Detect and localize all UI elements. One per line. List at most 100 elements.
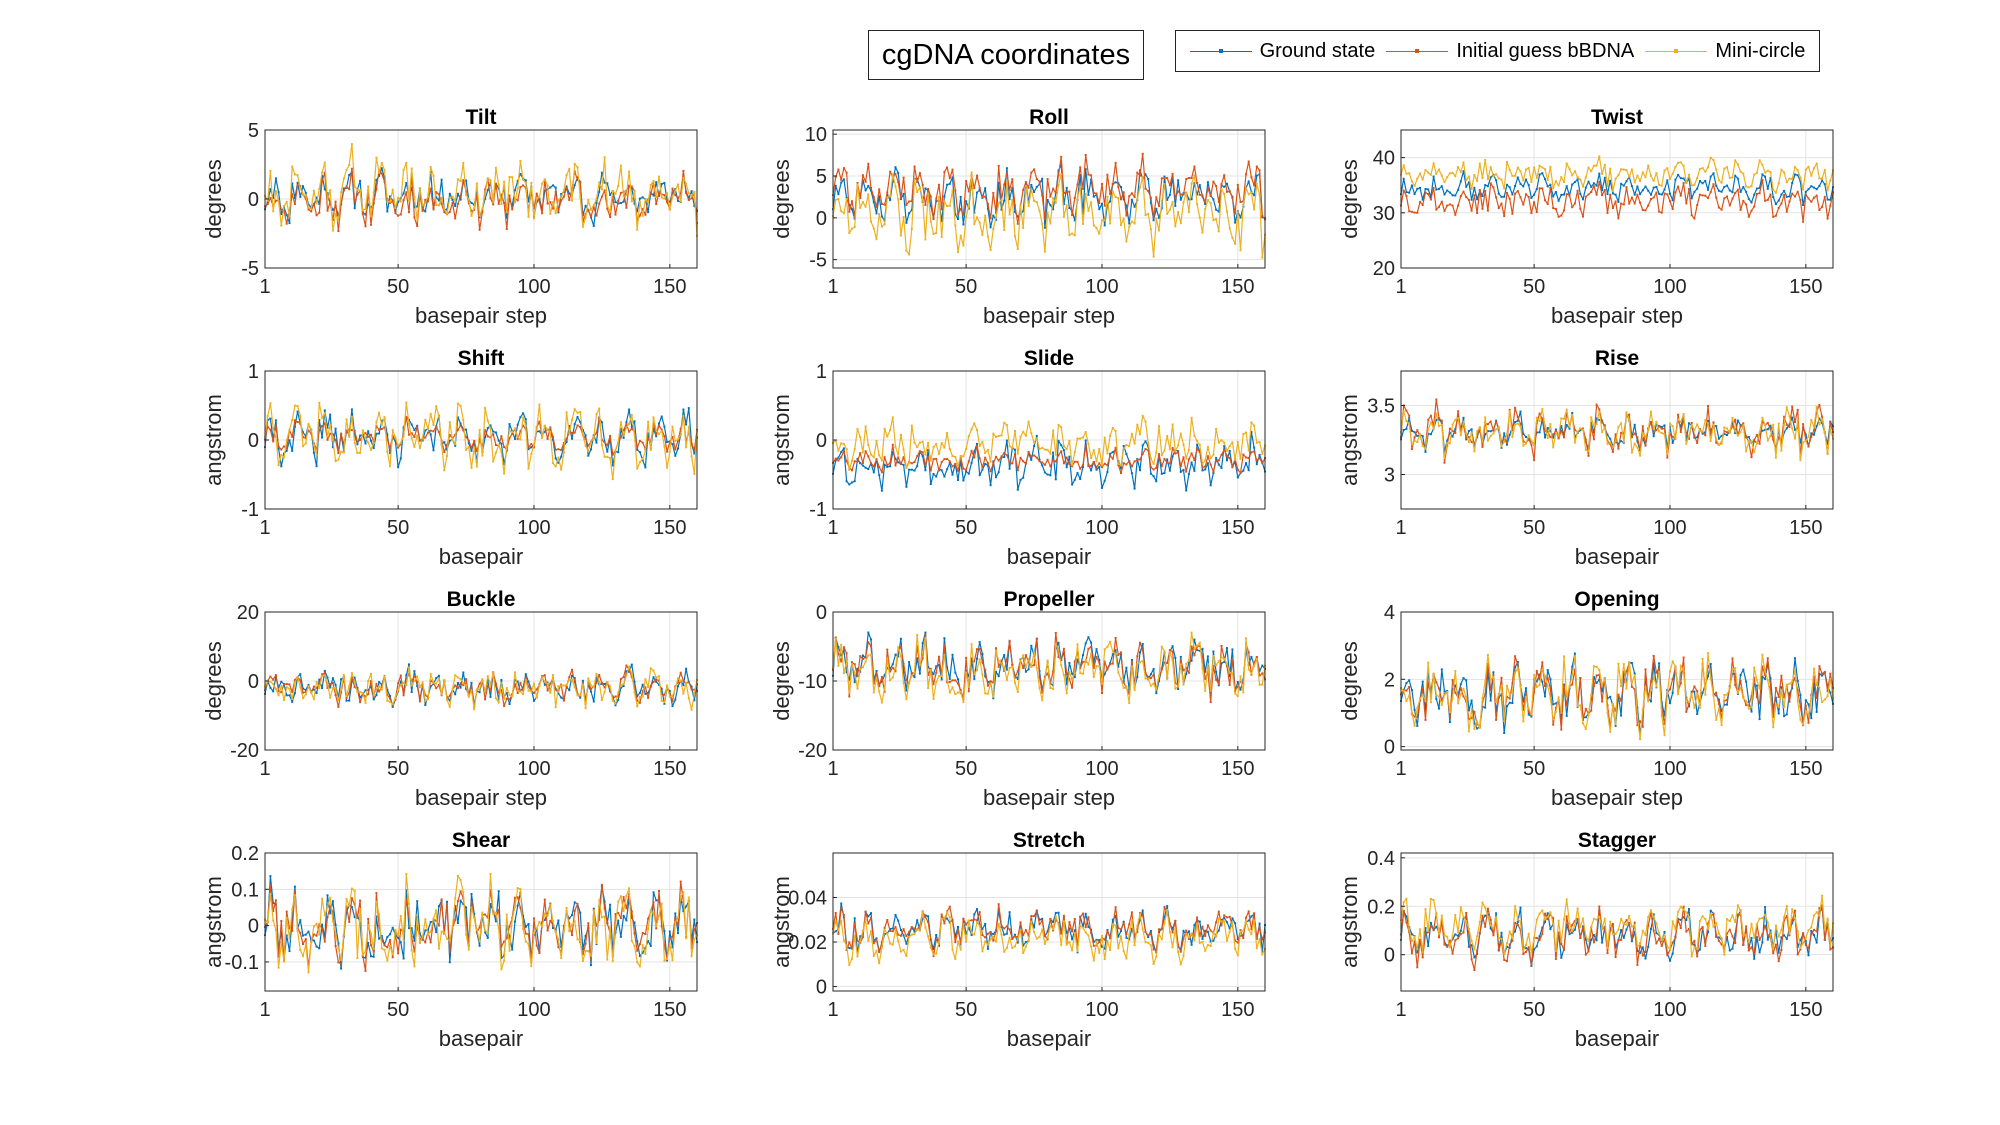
data-point (489, 427, 492, 430)
data-point (378, 171, 381, 174)
data-point (1068, 234, 1071, 237)
data-point (568, 432, 571, 435)
data-point (1707, 664, 1709, 667)
data-point (630, 672, 633, 675)
data-point (1582, 428, 1584, 431)
data-point (418, 932, 421, 935)
data-point (397, 201, 400, 204)
data-point (296, 421, 299, 424)
data-point (1079, 437, 1082, 440)
data-point (995, 455, 997, 458)
data-point (690, 455, 693, 458)
data-point (1571, 413, 1574, 416)
data-point (323, 674, 326, 677)
data-point (274, 928, 277, 931)
data-point (603, 900, 606, 903)
data-point (889, 465, 892, 468)
data-point (285, 439, 288, 442)
data-point (671, 425, 674, 428)
data-point (658, 683, 660, 686)
data-point (1813, 196, 1815, 199)
data-point (408, 927, 410, 930)
data-point (486, 189, 489, 192)
data-point (965, 671, 968, 674)
data-point (481, 207, 484, 210)
data-point (641, 695, 644, 698)
data-point (1601, 684, 1604, 686)
data-point (1419, 433, 1421, 436)
data-point (1226, 190, 1228, 193)
data-point (348, 685, 351, 688)
data-point (671, 705, 674, 708)
data-point (1641, 432, 1644, 435)
data-point (883, 687, 886, 690)
data-point (861, 464, 864, 467)
data-point (946, 457, 949, 460)
data-point (1533, 444, 1536, 447)
data-point (1451, 688, 1454, 691)
data-point (1519, 422, 1522, 425)
data-point (402, 199, 405, 202)
data-point (554, 190, 557, 193)
data-point (1068, 671, 1071, 673)
data-point (470, 449, 473, 452)
data-point (462, 161, 465, 164)
data-point (1606, 712, 1609, 715)
data-point (1144, 440, 1147, 443)
data-point (859, 655, 862, 658)
data-point (1690, 692, 1693, 695)
data-point (410, 684, 413, 687)
data-point (1149, 472, 1152, 475)
data-point (416, 225, 419, 228)
data-point (1557, 437, 1560, 440)
data-point (1693, 685, 1696, 688)
data-point (1068, 463, 1071, 466)
data-point (1027, 661, 1030, 664)
y-tick-label: 2 (1384, 669, 1395, 691)
data-point (359, 451, 362, 454)
data-point (1739, 431, 1742, 434)
data-point (283, 683, 285, 686)
data-point (1519, 170, 1522, 173)
data-point (272, 910, 275, 912)
data-point (470, 466, 473, 469)
data-point (1076, 197, 1079, 200)
data-point (598, 918, 601, 921)
data-point (899, 433, 902, 436)
data-point (1579, 178, 1582, 181)
data-point (997, 665, 1000, 668)
x-tick-label: 150 (653, 758, 686, 780)
data-point (1253, 184, 1256, 187)
data-point (929, 195, 932, 198)
data-point (1663, 433, 1666, 435)
data-point (1522, 203, 1525, 206)
data-point (1451, 435, 1454, 438)
data-point (687, 192, 690, 195)
data-point (1641, 209, 1644, 211)
data-point (560, 684, 563, 687)
data-point (1598, 418, 1601, 421)
data-point (1152, 668, 1155, 670)
data-point (323, 669, 326, 672)
data-point (375, 432, 378, 435)
data-point (280, 691, 283, 694)
data-point (1462, 420, 1465, 423)
data-point (976, 429, 978, 431)
data-point (429, 679, 432, 682)
data-point (492, 203, 495, 206)
x-axis-label: basepair step (983, 303, 1115, 328)
data-point (530, 452, 533, 455)
data-point (1807, 197, 1810, 200)
data-point (1212, 470, 1215, 473)
data-point (560, 696, 563, 699)
data-point (478, 440, 481, 443)
x-axis-label: basepair step (1551, 785, 1683, 810)
data-point (1647, 429, 1650, 431)
data-point (573, 901, 576, 904)
data-point (283, 699, 285, 701)
data-point (1171, 645, 1174, 648)
data-point (655, 203, 658, 206)
data-point (489, 889, 492, 892)
data-point (462, 418, 465, 421)
data-point (484, 197, 487, 200)
